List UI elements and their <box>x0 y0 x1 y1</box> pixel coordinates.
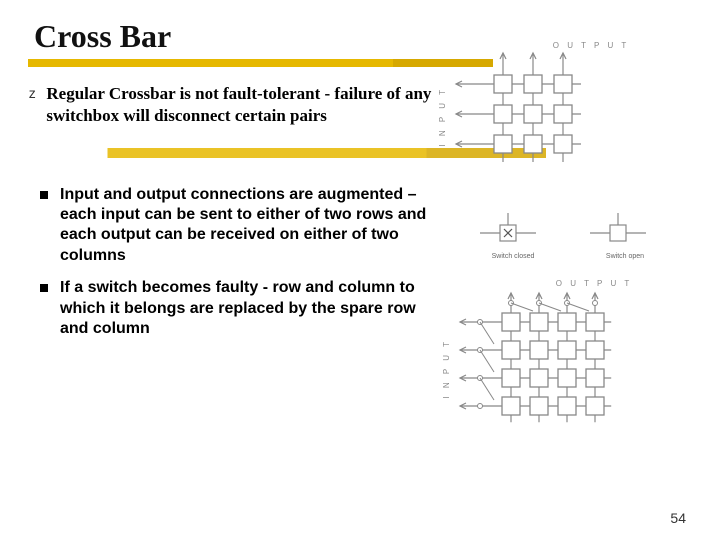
page-number: 54 <box>670 510 686 526</box>
input-label-2: I N P U T <box>442 339 451 399</box>
bullet-level1: z Regular Crossbar is not fault-tolerant… <box>28 83 448 127</box>
square-bullet-icon <box>40 284 48 292</box>
switch-open-caption: Switch open <box>590 253 660 260</box>
square-bullet-icon <box>40 191 48 199</box>
content-row: z Regular Crossbar is not fault-tolerant… <box>28 77 692 340</box>
bullet-level2: If a switch becomes faulty - row and col… <box>28 278 448 339</box>
bullet-level2: Input and output connections are augment… <box>28 185 448 267</box>
figure-column: O U T P U T I N P U T <box>426 41 696 541</box>
switch-closed-caption: Switch closed <box>478 253 548 260</box>
bullet-z-text: Regular Crossbar is not fault-tolerant -… <box>46 83 448 127</box>
output-label-2: O U T P U T <box>502 279 686 288</box>
bullet-z-icon: z <box>28 83 36 127</box>
crossbar-augmented-diagram <box>454 289 684 479</box>
slide: Cross Bar z Regular Crossbar is not faul… <box>0 0 720 540</box>
bullet-n2-text: If a switch becomes faulty - row and col… <box>60 278 448 339</box>
input-label: I N P U T <box>438 87 447 147</box>
bullet-n1-text: Input and output connections are augment… <box>60 185 448 267</box>
text-column: z Regular Crossbar is not fault-tolerant… <box>28 77 448 340</box>
crossbar-basic-diagram <box>450 49 670 209</box>
